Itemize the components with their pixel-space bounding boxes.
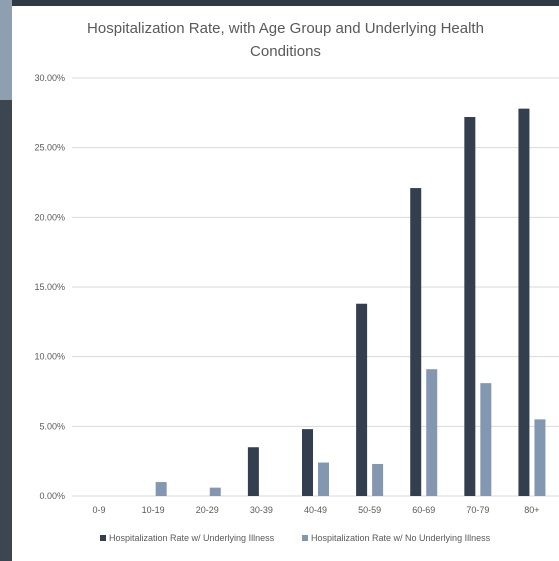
y-tick-label: 10.00% [34, 352, 65, 362]
bar [410, 188, 422, 496]
bar [464, 117, 476, 496]
window-top-strip [12, 0, 559, 6]
bar [426, 369, 438, 496]
y-tick-label: 25.00% [34, 143, 65, 153]
chart-title-line-1: Hospitalization Rate, with Age Group and… [87, 20, 484, 37]
chart-title-line-2: Conditions [250, 43, 321, 60]
bar [372, 463, 384, 496]
legend-label: Hospitalization Rate w/ Underlying Illne… [109, 533, 275, 543]
y-tick-label: 0.00% [39, 491, 65, 501]
bar [155, 482, 167, 496]
y-tick-label: 15.00% [34, 282, 65, 292]
legend-swatch [302, 535, 308, 541]
x-tick-label: 40-49 [304, 505, 327, 515]
x-tick-label: 30-39 [250, 505, 273, 515]
x-tick-label: 60-69 [412, 505, 435, 515]
legend-swatch [100, 535, 106, 541]
y-tick-label: 20.00% [34, 212, 65, 222]
bar [318, 462, 329, 496]
x-tick-label: 70-79 [466, 505, 489, 515]
bar [247, 447, 259, 496]
bar [209, 487, 221, 496]
chart-plot: 0.00% 5.00% 10.00% 15.00% 20.00% 25.00% 30.00%… [34, 73, 559, 543]
bar [356, 303, 368, 496]
x-tick-label: 10-19 [142, 505, 165, 515]
bar [302, 429, 313, 496]
left-accent-strip [0, 0, 12, 100]
bar [518, 108, 530, 497]
legend-label: Hospitalization Rate w/ No Underlying Il… [311, 533, 491, 543]
x-tick-label: 50-59 [358, 505, 381, 515]
y-tick-label: 5.00% [39, 421, 65, 431]
x-tick-label: 80+ [524, 505, 539, 515]
bar [480, 383, 492, 496]
x-tick-label: 20-29 [196, 505, 219, 515]
chart-panel: Hospitalization Rate, with Age Group and… [12, 6, 559, 561]
y-tick-label: 30.00% [34, 73, 65, 83]
x-tick-label: 0-9 [93, 505, 106, 515]
bar [534, 419, 546, 496]
